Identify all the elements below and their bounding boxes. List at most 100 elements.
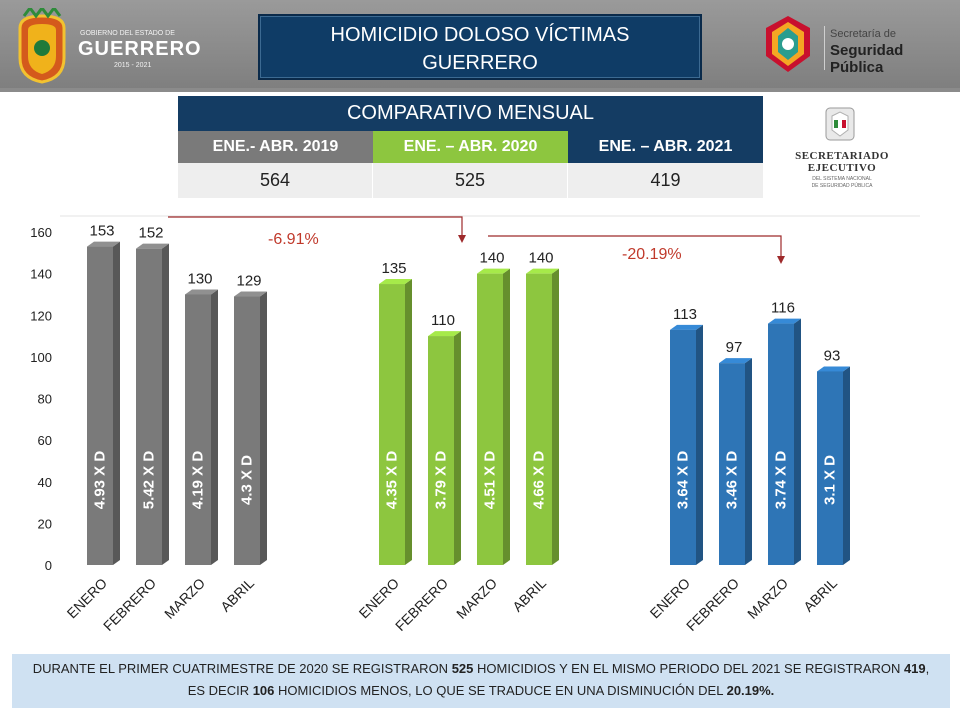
title-line-2: GUERRERO [422,52,538,74]
change-label-1: -6.91% [268,231,319,248]
period-2020-label: ENE. – ABR. 2020 [373,131,568,163]
se-line4: DE SEGURIDAD PÚBLICA [811,183,873,189]
bar-rate-label: 3.74 X D [773,451,790,510]
comparison-table: COMPARATIVO MENSUAL ENE.- ABR. 2019 ENE.… [178,96,764,202]
summary-n3: 106 [252,683,275,698]
bar-value-label: 116 [771,300,795,317]
y-tick-label: 0 [45,558,52,573]
bar-rate-label: 4.93 X D [92,451,109,510]
x-category-label: FEBRERO [392,575,451,634]
summary-n1: 525 [451,661,474,676]
change-label-2: -20.19% [622,246,682,263]
change-arrow-2 [488,235,782,259]
summary-n4: 20.19%. [726,683,775,698]
bar-top [670,324,703,330]
period-2021-label: ENE. – ABR. 2021 [568,131,763,163]
bar-value-label: 110 [431,312,455,329]
summary-p2: HOMICIDIOS Y EN EL MISMO PERIODO DEL 202… [473,661,904,676]
x-category-label: ENERO [356,575,403,622]
bar [719,363,745,565]
y-tick-label: 160 [30,225,52,240]
x-category-label: MARZO [453,575,500,622]
period-2019-label: ENE.- ABR. 2019 [178,131,373,163]
bar-rate-label: 3.79 X D [433,451,450,510]
y-tick-label: 120 [30,308,52,323]
bar-value-label: 93 [824,347,841,364]
bar-top [526,268,559,274]
bar-rate-label: 3.1 X D [822,455,839,505]
se-line1: SECRETARIADO [795,150,889,162]
bar [234,296,260,565]
x-category-label: ABRIL [217,575,257,615]
y-tick-label: 40 [38,475,52,490]
change-arrow-1 [168,216,463,238]
bar-rate-label: 4.51 X D [482,451,499,510]
x-category-label: ENERO [647,575,694,622]
bar-value-label: 153 [89,223,114,240]
bar-group-2-0: 113 3.64 X D ENERO [647,306,703,622]
bar-group-0-2: 130 4.19 X D MARZO [161,270,218,622]
x-category-label: ENERO [64,575,111,622]
bar-top [136,243,169,249]
bar [768,323,794,565]
summary-p5: HOMICIDIOS MENOS, LO QUE SE TRADUCE EN U… [274,683,727,698]
x-category-label: ABRIL [509,575,549,615]
bar-group-1-3: 140 4.66 X D ABRIL [509,250,559,615]
bar [185,294,211,565]
summary-p1: DURANTE EL PRIMER CUATRIMESTRE DE 2020 S… [32,661,452,676]
summary-line-2: ES DECIR 106 HOMICIDIOS MENOS, LO QUE SE… [12,680,950,702]
logo-right-line2: Seguridad Pública [830,42,904,76]
bar-group-2-2: 116 3.74 X D MARZO [744,300,801,622]
bar-group-1-2: 140 4.51 X D MARZO [453,250,510,622]
arrow-head-2 [777,256,785,264]
period-2019-total: 564 [178,163,373,198]
bar-value-label: 152 [138,225,163,242]
summary-line-1: DURANTE EL PRIMER CUATRIMESTRE DE 2020 S… [12,658,950,680]
bar-side [454,331,461,565]
bar-rate-label: 4.3 X D [239,455,256,505]
y-tick-label: 140 [30,267,52,282]
bar-value-label: 97 [726,339,743,356]
se-line2: EJECUTIVO [807,162,877,174]
y-tick-label: 20 [38,516,52,531]
title-line-1: HOMICIDIO DOLOSO VÍCTIMAS [330,24,630,46]
bar-side [843,366,850,565]
bar-value-label: 140 [528,250,553,267]
bar-group-0-0: 153 4.93 X D ENERO [64,223,120,622]
bar [136,248,162,565]
bar [428,336,454,565]
bar [817,371,843,565]
bar-top [185,289,218,295]
bar-side [405,279,412,565]
bar-side [794,318,801,565]
y-tick-label: 60 [38,433,52,448]
bar-rate-label: 3.46 X D [724,451,741,510]
bar-top [477,268,510,274]
bar-rate-label: 4.35 X D [384,451,401,510]
bar-top [234,291,267,297]
secretariado-logo: SECRETARIADO EJECUTIVO DEL SISTEMA NACIO… [784,104,900,196]
bar-rate-label: 4.19 X D [190,451,207,510]
x-category-label: MARZO [161,575,208,622]
comparison-title: COMPARATIVO MENSUAL [178,96,763,131]
bar-side [503,268,510,565]
x-category-label: FEBRERO [683,575,742,634]
bar-side [162,243,169,565]
bar [477,273,503,565]
bar-side [696,324,703,565]
bar-top [428,331,461,337]
bar [670,329,696,565]
bar-top [768,318,801,324]
ssp-logo: Secretaría de Seguridad Pública [760,12,952,76]
bar-rate-label: 3.64 X D [675,451,692,510]
x-category-label: MARZO [744,575,791,622]
bar-group-1-0: 135 4.35 X D ENERO [356,260,412,621]
guerrero-logo: GOBIERNO DEL ESTADO DE GUERRERO 2015 - 2… [14,5,201,84]
period-2020-total: 525 [373,163,568,198]
bar-side [113,241,120,565]
logo-left-line3: 2015 - 2021 [114,62,152,69]
bar [526,273,552,565]
bar [379,284,405,565]
bar-side [211,289,218,565]
